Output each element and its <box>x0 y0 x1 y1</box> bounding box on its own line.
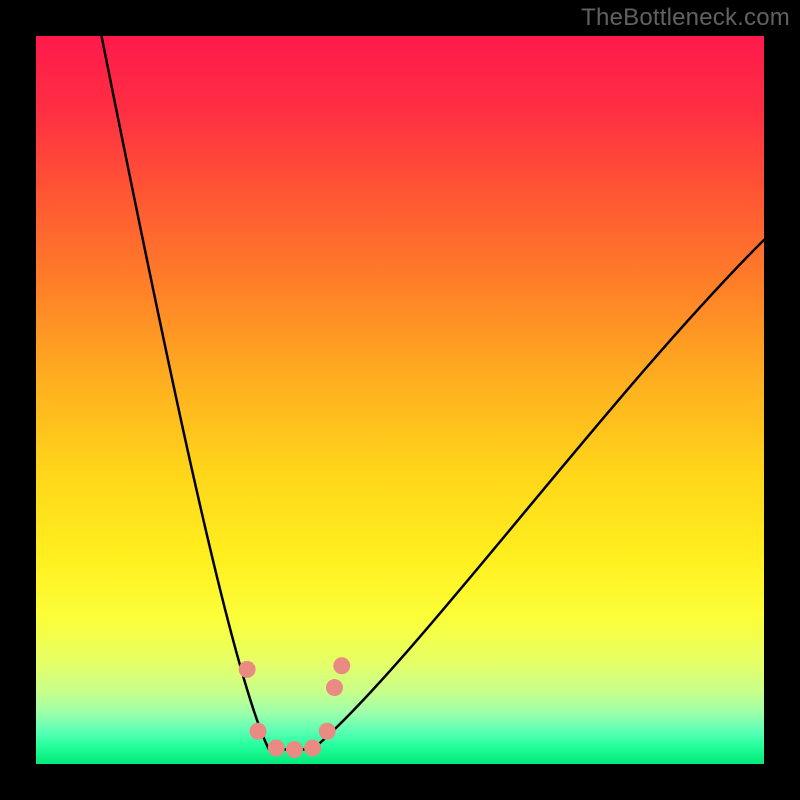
chart-frame: TheBottleneck.com <box>0 0 800 800</box>
curve-marker <box>268 739 285 756</box>
curve-marker <box>304 739 321 756</box>
plot-background <box>36 36 764 764</box>
curve-marker <box>286 741 303 758</box>
curve-marker <box>326 679 343 696</box>
curve-marker <box>239 661 256 678</box>
bottleneck-chart <box>0 0 800 800</box>
curve-marker <box>333 657 350 674</box>
curve-marker <box>250 723 267 740</box>
curve-marker <box>319 723 336 740</box>
watermark-text: TheBottleneck.com <box>581 4 790 32</box>
